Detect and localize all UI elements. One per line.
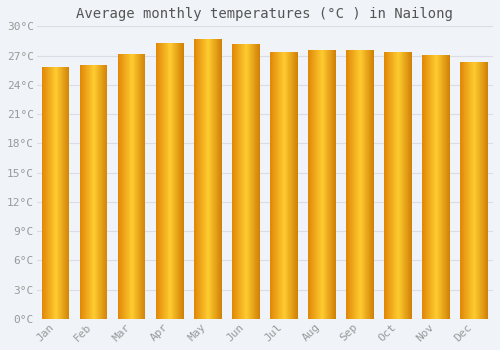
Title: Average monthly temperatures (°C ) in Nailong: Average monthly temperatures (°C ) in Na… (76, 7, 454, 21)
